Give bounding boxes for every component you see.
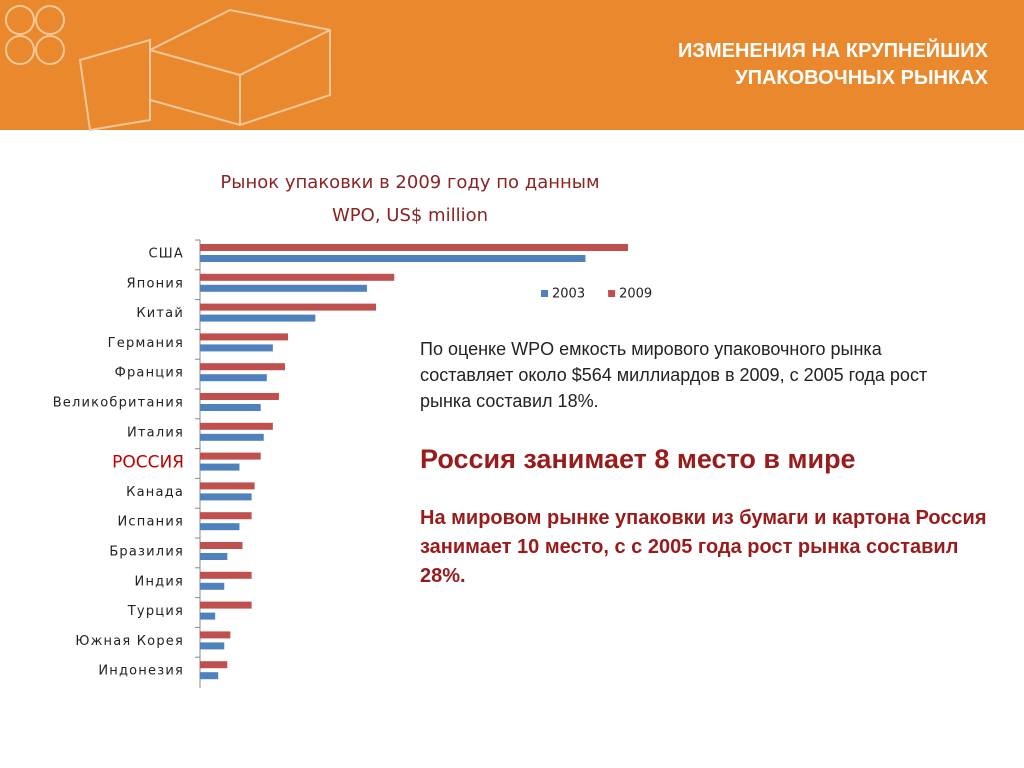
bar (200, 404, 261, 411)
bar (200, 333, 289, 341)
bar (200, 631, 231, 639)
bar (200, 642, 225, 650)
title-line: ИЗМЕНЕНИЯ НА КРУПНЕЙШИХ (678, 40, 988, 62)
legend-swatch (608, 290, 616, 297)
y-tick-label: Турция (127, 604, 184, 619)
bar (200, 374, 267, 382)
bar (200, 393, 279, 400)
bar (200, 612, 216, 620)
bar (200, 452, 261, 460)
legend-label: 2003 (552, 287, 585, 302)
bar (200, 482, 255, 490)
bar (200, 303, 377, 311)
bar (200, 582, 225, 590)
bar (200, 493, 252, 501)
bar (200, 433, 264, 441)
bar (200, 512, 252, 520)
slide-title: ИЗМЕНЕНИЯ НА КРУПНЕЙШИХ УПАКОВОЧНЫХ РЫНК… (678, 38, 988, 92)
header-band (0, 0, 1024, 130)
y-tick-label: РОССИЯ (112, 453, 184, 473)
bar (200, 601, 252, 609)
bar (200, 422, 273, 430)
y-tick-label: Великобритания (53, 396, 184, 411)
legend-label: 2009 (619, 287, 652, 302)
bar (200, 273, 395, 281)
legend-swatch (541, 290, 548, 297)
headline: Россия занимает 8 место в мире (420, 444, 856, 474)
y-tick-label: Китай (136, 306, 184, 321)
y-tick-label: Индия (135, 574, 184, 589)
y-tick-label: Бразилия (109, 545, 184, 560)
bar (200, 672, 219, 680)
paragraph: На мировом рынке упаковки из бумаги и ка… (420, 507, 987, 587)
y-tick-label: Канада (126, 485, 184, 500)
chart-title: Рынок упаковки в 2009 году по данным (220, 172, 599, 193)
y-tick-label: Испания (117, 515, 184, 530)
y-tick-label: Индонезия (98, 664, 184, 679)
y-tick-label: Япония (127, 276, 184, 291)
y-tick-label: Южная Корея (75, 634, 184, 649)
bar (200, 661, 228, 669)
bar (200, 542, 243, 549)
bar (200, 523, 240, 531)
y-tick-label: Италия (127, 425, 184, 440)
bar (200, 314, 316, 322)
bar (200, 363, 285, 371)
bar (200, 255, 586, 262)
bar (200, 571, 252, 579)
bar (200, 344, 273, 352)
bar (200, 244, 628, 251)
title-line: УПАКОВОЧНЫХ РЫНКАХ (735, 67, 988, 89)
y-tick-label: США (149, 247, 184, 262)
y-tick-label: Германия (108, 336, 184, 351)
box-illustration (5, 5, 331, 132)
paragraph: По оценке WPO емкость мирового упаковочн… (420, 339, 928, 411)
bar (200, 284, 367, 292)
bar (200, 553, 228, 560)
y-tick-label: Франция (115, 366, 184, 381)
bar (200, 463, 240, 471)
chart-title: WPO, US$ million (332, 205, 488, 226)
